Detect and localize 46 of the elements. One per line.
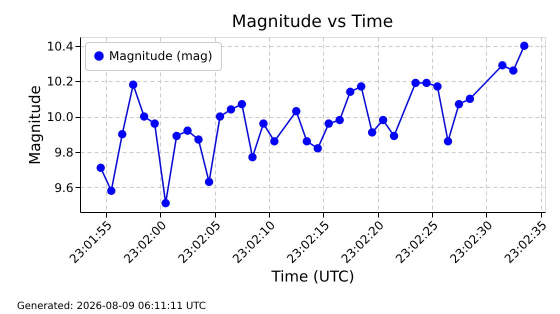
point [140,112,148,121]
point [509,66,518,75]
point [520,42,528,50]
point [466,94,474,104]
point [118,130,126,138]
point [314,144,322,153]
point [161,198,170,208]
y-tick-label: 10.2 [46,74,74,89]
point [411,78,420,88]
point [216,112,224,121]
y-tick-label: 10.4 [46,39,74,54]
point [422,78,431,88]
y-axis-title: Magnitude [26,85,44,165]
point [172,132,181,140]
point [368,128,376,137]
point [433,82,442,91]
point [259,119,268,128]
point [454,100,464,108]
text: Generated: 2026-08-09 06:11:11 UTC [17,301,206,312]
point [498,61,507,70]
point [444,137,452,146]
point [390,132,398,140]
chart-title: Magnitude vs Time [232,12,394,32]
point [335,116,344,124]
point [324,119,333,128]
point [270,137,279,146]
point [226,105,236,114]
point [204,178,214,186]
point [357,82,366,91]
point [248,153,257,162]
point [129,80,138,89]
point [302,137,312,146]
y-tick-label: 10.0 [46,110,74,124]
point [292,107,300,116]
point [378,116,388,124]
point [107,186,116,195]
legend-label: Magnitude (mag) [109,49,212,63]
x-axis-title: Time (UTC) [270,267,354,286]
point [150,119,159,128]
point [238,100,246,108]
point [96,164,105,172]
y-tick-label: 9.6 [54,180,74,195]
y-tick-label: 9.8 [54,145,74,160]
point [194,135,203,144]
point [346,88,354,96]
point [183,126,192,135]
